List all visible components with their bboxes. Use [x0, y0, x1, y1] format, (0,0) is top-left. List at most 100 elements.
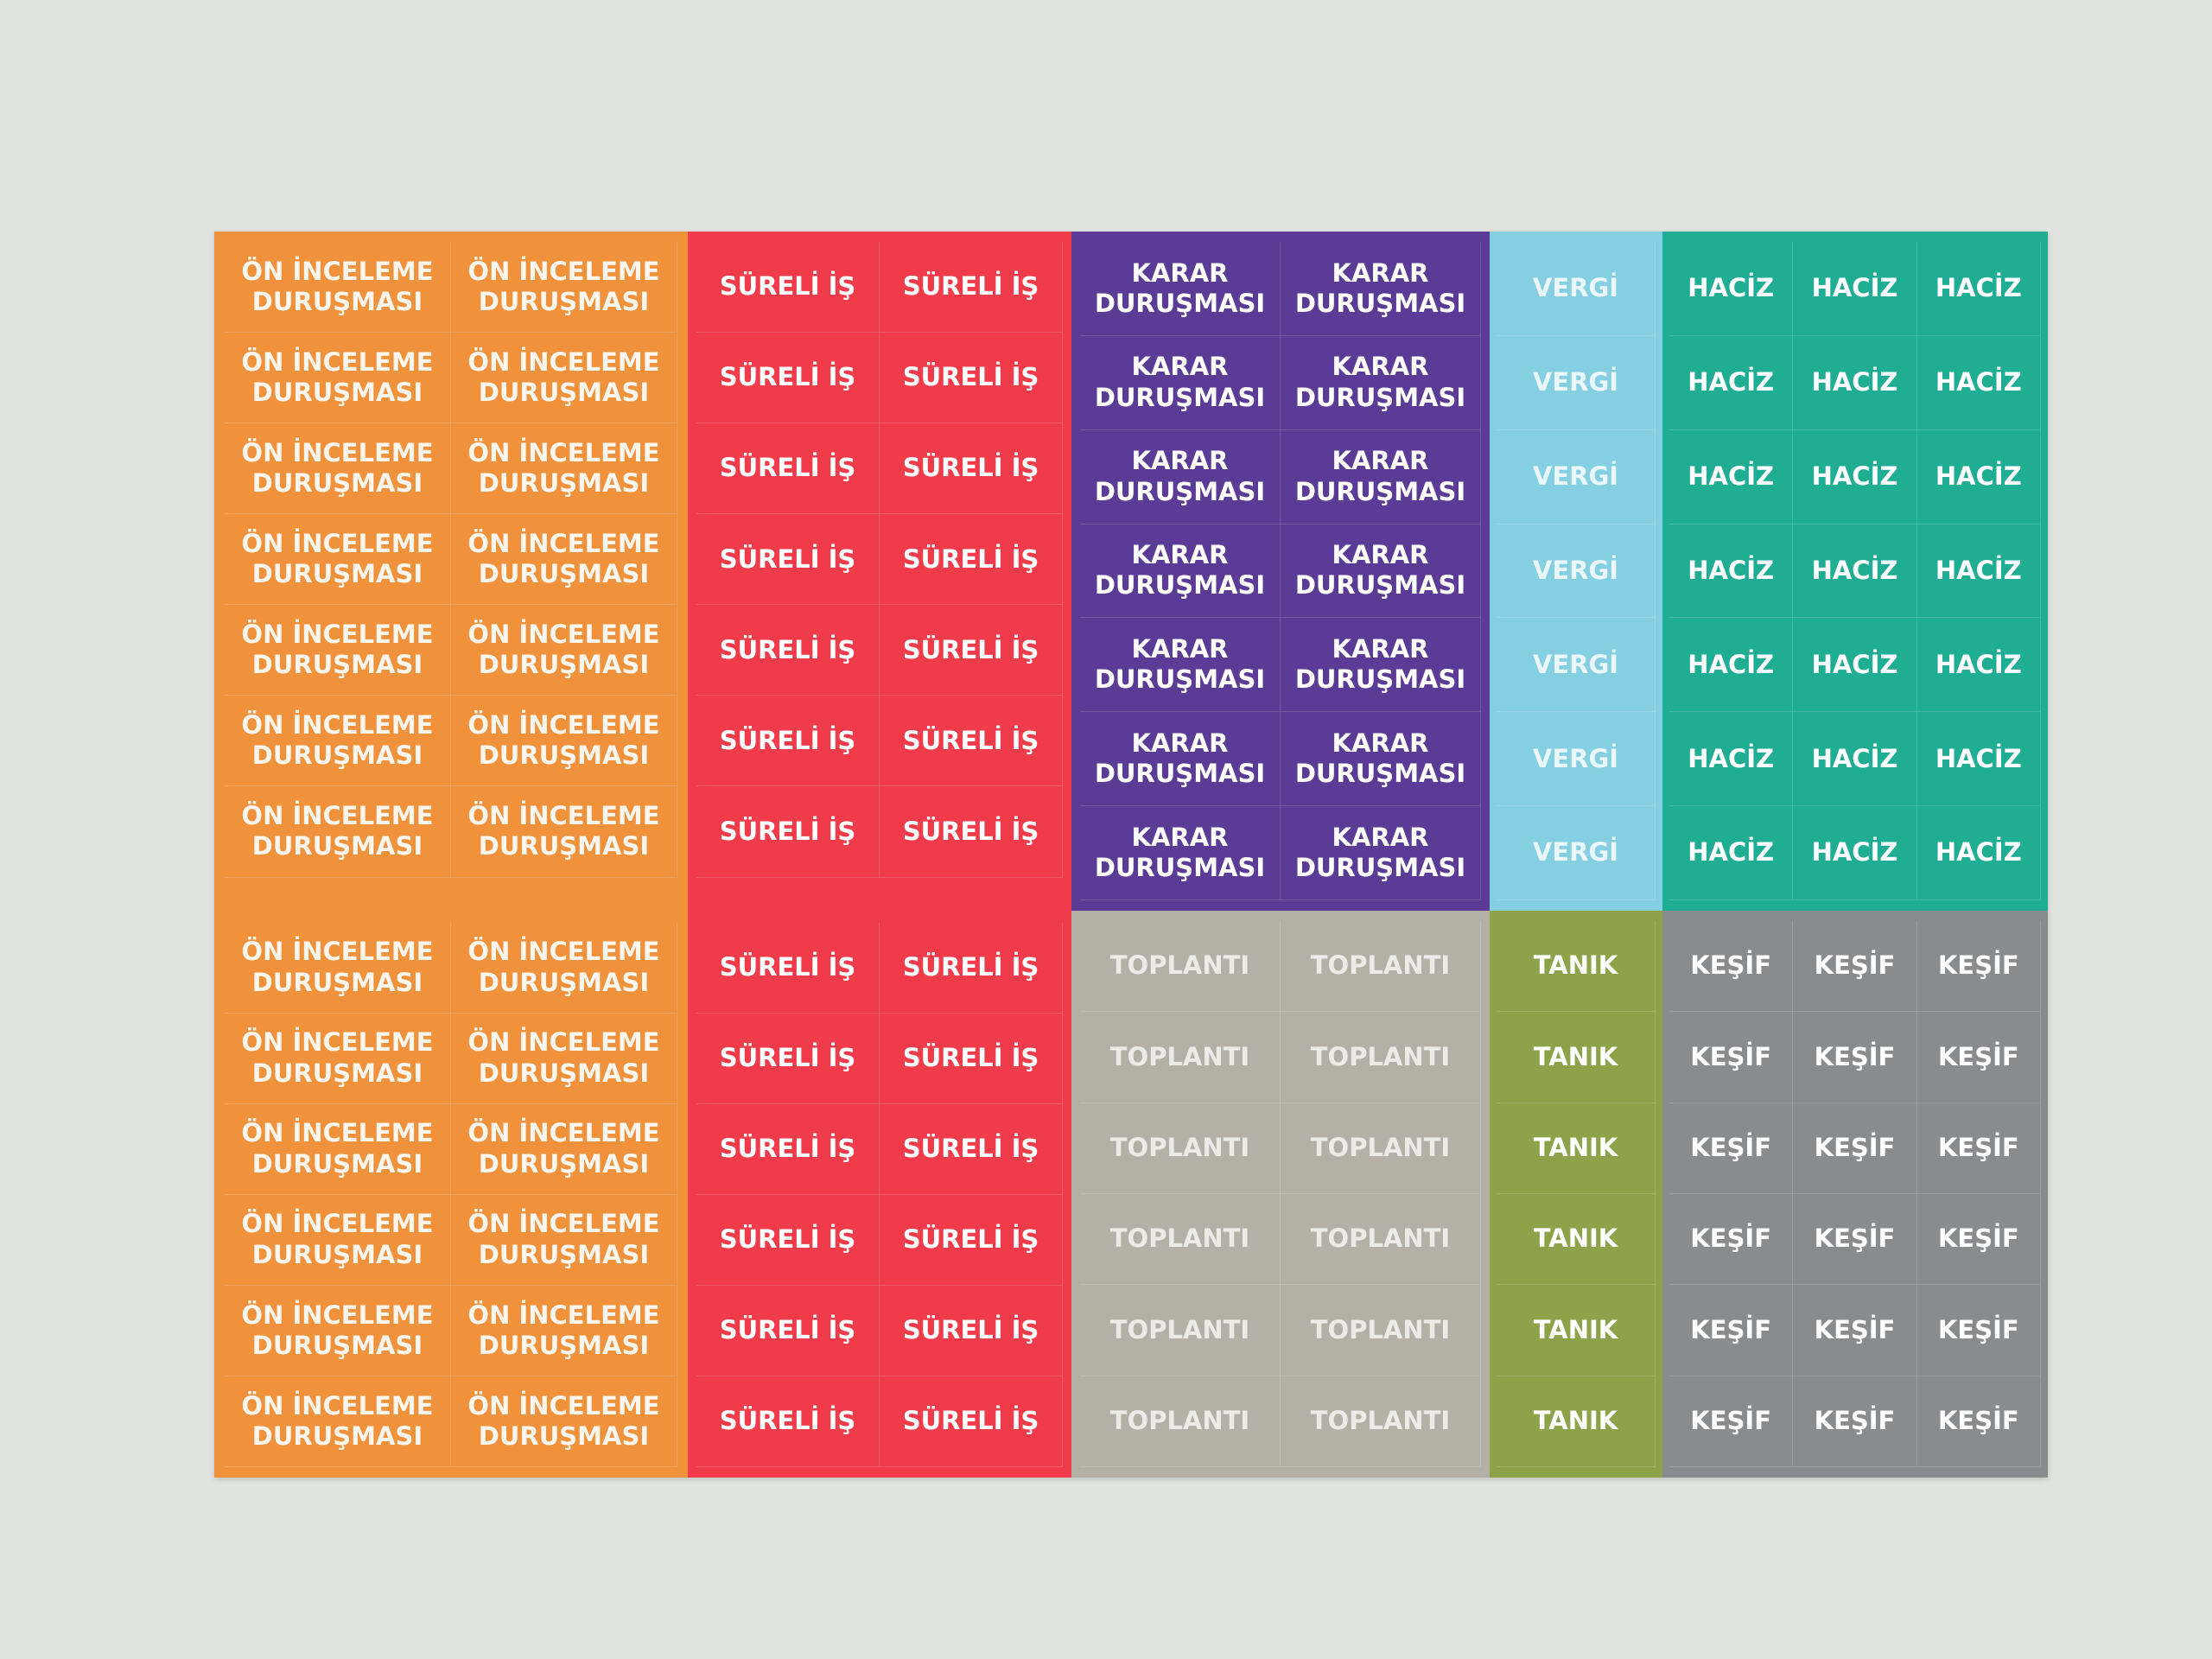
sureli-is-label: SÜRELİ İŞ: [880, 1013, 1063, 1104]
sureli-is-label: SÜRELİ İŞ: [880, 333, 1063, 424]
vergi-block: VERGİ VERGİ VERGİ VERGİ VERGİ VERGİ VERGİ: [1490, 232, 1662, 911]
sureli-is-label: SÜRELİ İŞ: [880, 922, 1063, 1014]
on-inceleme-durusmasi-label: ÖN İNCELEME DURUŞMASI: [225, 696, 451, 787]
sureli-is-label: SÜRELİ İŞ: [880, 786, 1063, 878]
toplanti-label: TOPLANTI: [1281, 921, 1481, 1013]
kesif-label: KEŞİF: [1669, 1194, 1794, 1286]
kesif-label: KEŞİF: [1793, 1376, 1917, 1467]
sureli-is-label: SÜRELİ İŞ: [696, 423, 880, 515]
on-inceleme-durusmasi-label: ÖN İNCELEME DURUŞMASI: [225, 786, 451, 878]
sureli-is-label: SÜRELİ İŞ: [696, 696, 880, 787]
on-inceleme-durusmasi-label: ÖN İNCELEME DURUŞMASI: [451, 1103, 677, 1195]
karar-durusmasi-label: KARAR DURUŞMASI: [1080, 429, 1281, 524]
haciz-label: HACİZ: [1916, 712, 2041, 807]
karar-durusmasi-label: KARAR DURUŞMASI: [1281, 806, 1481, 900]
karar-durusmasi-label: KARAR DURUŞMASI: [1080, 524, 1281, 619]
kesif-label: KEŞİF: [1793, 1103, 1917, 1194]
toplanti-label: TOPLANTI: [1281, 1103, 1481, 1194]
on-inceleme-durusmasi-label: ÖN İNCELEME DURUŞMASI: [225, 1285, 451, 1376]
karar-durusmasi-label: KARAR DURUŞMASI: [1281, 335, 1481, 430]
karar-durusmasi-label: KARAR DURUŞMASI: [1281, 524, 1481, 619]
on-inceleme-durusmasi-label: ÖN İNCELEME DURUŞMASI: [451, 333, 677, 424]
on-inceleme-durusmasi-label: ÖN İNCELEME DURUŞMASI: [225, 605, 451, 696]
on-inceleme-durusmasi-label: ÖN İNCELEME DURUŞMASI: [225, 242, 451, 334]
vergi-label: VERGİ: [1497, 524, 1656, 619]
on-inceleme-durusmasi-label: ÖN İNCELEME DURUŞMASI: [451, 786, 677, 878]
on-inceleme-durusmasi-label: ÖN İNCELEME DURUŞMASI: [451, 242, 677, 334]
tanik-label: TANIK: [1497, 1012, 1656, 1103]
kesif-label: KEŞİF: [1916, 1285, 2041, 1376]
on-inceleme-durusmasi-label: ÖN İNCELEME DURUŞMASI: [225, 1103, 451, 1195]
toplanti-label: TOPLANTI: [1281, 1194, 1481, 1286]
kesif-label: KEŞİF: [1916, 1012, 2041, 1103]
on-inceleme-durusmasi-label: ÖN İNCELEME DURUŞMASI: [451, 922, 677, 1014]
sureli-is-label: SÜRELİ İŞ: [880, 242, 1063, 334]
kesif-label: KEŞİF: [1916, 921, 2041, 1013]
vergi-label: VERGİ: [1497, 335, 1656, 430]
toplanti-label: TOPLANTI: [1080, 1194, 1281, 1286]
kesif-label: KEŞİF: [1669, 1285, 1794, 1376]
haciz-label: HACİZ: [1669, 806, 1794, 900]
sureli-is-label: SÜRELİ İŞ: [696, 333, 880, 424]
on-inceleme-durusmasi-label: ÖN İNCELEME DURUŞMASI: [451, 1376, 677, 1467]
karar-durusmasi-label: KARAR DURUŞMASI: [1281, 618, 1481, 713]
on-inceleme-durusmasi-label: ÖN İNCELEME DURUŞMASI: [451, 696, 677, 787]
sureli-is-label: SÜRELİ İŞ: [880, 1285, 1063, 1376]
kesif-label: KEŞİF: [1916, 1194, 2041, 1286]
haciz-label: HACİZ: [1793, 618, 1917, 713]
on-inceleme-durusmasi-label: ÖN İNCELEME DURUŞMASI: [225, 1194, 451, 1286]
vergi-label: VERGİ: [1497, 806, 1656, 900]
sureli-is-label: SÜRELİ İŞ: [696, 242, 880, 334]
toplanti-label: TOPLANTI: [1281, 1376, 1481, 1467]
vergi-label: VERGİ: [1497, 618, 1656, 713]
sureli-is-label: SÜRELİ İŞ: [696, 1013, 880, 1104]
on-inceleme-durusmasi-label: ÖN İNCELEME DURUŞMASI: [451, 605, 677, 696]
haciz-label: HACİZ: [1916, 618, 2041, 713]
kesif-label: KEŞİF: [1916, 1103, 2041, 1194]
sureli-is-label: SÜRELİ İŞ: [880, 696, 1063, 787]
toplanti-label: TOPLANTI: [1080, 1103, 1281, 1194]
haciz-label: HACİZ: [1916, 806, 2041, 900]
tanik-label: TANIK: [1497, 1194, 1656, 1286]
karar-durusmasi-block: KARAR DURUŞMASI KARAR DURUŞMASI KARAR DURU…: [1071, 232, 1490, 911]
vergi-label: VERGİ: [1497, 242, 1656, 336]
karar-durusmasi-label: KARAR DURUŞMASI: [1281, 712, 1481, 807]
on-inceleme-durusmasi-label: ÖN İNCELEME DURUŞMASI: [451, 1285, 677, 1376]
karar-durusmasi-label: KARAR DURUŞMASI: [1080, 335, 1281, 430]
haciz-label: HACİZ: [1669, 712, 1794, 807]
karar-durusmasi-label: KARAR DURUŞMASI: [1080, 806, 1281, 900]
haciz-label: HACİZ: [1669, 242, 1794, 336]
tanik-label: TANIK: [1497, 1376, 1656, 1467]
toplanti-label: TOPLANTI: [1281, 1285, 1481, 1376]
toplanti-block: TOPLANTI TOPLANTI TOPLANTI TOPLANTI TOPLANTI…: [1071, 911, 1490, 1478]
tanik-label: TANIK: [1497, 921, 1656, 1013]
haciz-label: HACİZ: [1916, 429, 2041, 524]
haciz-block: HACİZ HACİZ HACİZ HACİZ HACİZ HACİZ HACİZ HACİZ…: [1662, 232, 2048, 911]
sureli-is-label: SÜRELİ İŞ: [880, 1194, 1063, 1286]
sureli-is-label: SÜRELİ İŞ: [696, 514, 880, 606]
toplanti-label: TOPLANTI: [1080, 1285, 1281, 1376]
karar-durusmasi-label: KARAR DURUŞMASI: [1080, 712, 1281, 807]
haciz-label: HACİZ: [1669, 429, 1794, 524]
toplanti-label: TOPLANTI: [1080, 921, 1281, 1013]
karar-durusmasi-label: KARAR DURUŞMASI: [1281, 429, 1481, 524]
sureli-is-label: SÜRELİ İŞ: [880, 514, 1063, 606]
haciz-label: HACİZ: [1793, 712, 1917, 807]
vergi-label: VERGİ: [1497, 429, 1656, 524]
sureli-is-label: SÜRELİ İŞ: [696, 1103, 880, 1195]
haciz-label: HACİZ: [1916, 335, 2041, 430]
kesif-label: KEŞİF: [1669, 921, 1794, 1013]
sureli-is-block: SÜRELİ İŞ SÜRELİ İŞ SÜRELİ İŞ SÜRELİ İŞ SÜRE…: [688, 232, 1071, 1478]
haciz-label: HACİZ: [1793, 335, 1917, 430]
toplanti-label: TOPLANTI: [1281, 1012, 1481, 1103]
kesif-label: KEŞİF: [1793, 1012, 1917, 1103]
kesif-label: KEŞİF: [1793, 921, 1917, 1013]
on-inceleme-durusmasi-block: ÖN İNCELEME DURUŞMASI ÖN İNCELEME DURUŞMA…: [214, 232, 688, 1478]
karar-durusmasi-label: KARAR DURUŞMASI: [1281, 242, 1481, 336]
haciz-label: HACİZ: [1669, 524, 1794, 619]
tanik-label: TANIK: [1497, 1285, 1656, 1376]
sureli-is-label: SÜRELİ İŞ: [696, 605, 880, 696]
karar-durusmasi-label: KARAR DURUŞMASI: [1080, 618, 1281, 713]
sureli-is-label: SÜRELİ İŞ: [696, 922, 880, 1014]
tanik-block: TANIK TANIK TANIK TANIK TANIK TANIK: [1490, 911, 1662, 1478]
